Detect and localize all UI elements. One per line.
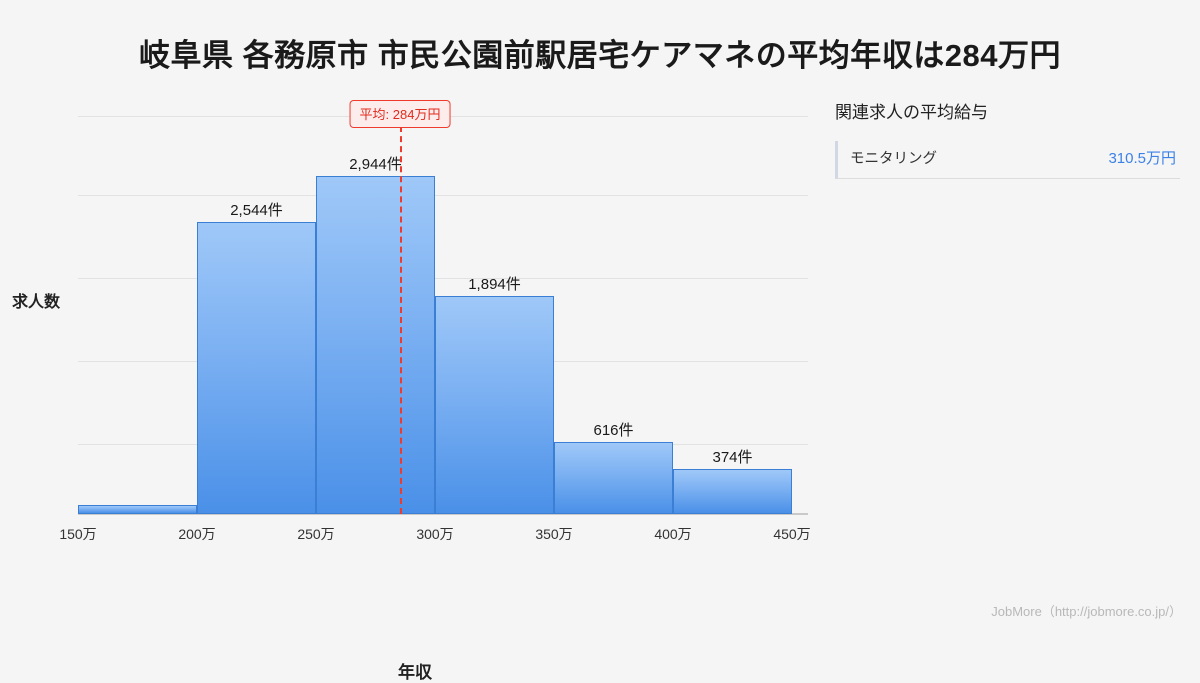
x-tick-450: 450万 (773, 526, 811, 542)
bar-400-450[interactable] (673, 469, 792, 514)
x-axis-title: 年収 (398, 663, 432, 682)
x-tick-350: 350万 (535, 526, 573, 542)
related-salary-title: 関連求人の平均給与 (835, 103, 988, 122)
bar-label-250-300: 2,944件 (349, 156, 402, 173)
x-tick-250: 250万 (297, 526, 335, 542)
page-title: 岐阜県 各務原市 市民公園前駅居宅ケアマネの平均年収は284万円 (139, 38, 1061, 73)
bar-label-350-400: 616件 (593, 422, 634, 439)
bar-350-400[interactable] (554, 442, 673, 514)
related-salary-value: 310.5万円 (1108, 150, 1176, 167)
bar-300-350[interactable] (435, 296, 554, 514)
related-salary-panel: 関連求人の平均給与 モニタリング 310.5万円 (835, 98, 1180, 179)
plot-area: 2,544件 2,944件 1,894件 616件 374件 平均: 284万円… (59, 100, 811, 542)
x-tick-300: 300万 (416, 526, 454, 542)
infographic-page: 岐阜県 各務原市 市民公園前駅居宅ケアマネの平均年収は284万円 求人数 2,5… (0, 38, 1182, 682)
bar-200-250[interactable] (197, 222, 316, 514)
y-axis-title: 求人数 (12, 294, 61, 311)
bar-label-300-350: 1,894件 (468, 276, 521, 293)
average-badge: 平均: 284万円 (349, 100, 451, 128)
bar-150-200[interactable] (78, 505, 197, 514)
bar-label-400-450: 374件 (712, 449, 753, 466)
x-tick-200: 200万 (178, 526, 216, 542)
average-line (400, 116, 402, 514)
x-axis-line (78, 513, 808, 515)
related-salary-name: モニタリング (850, 151, 937, 167)
x-tick-150: 150万 (59, 526, 97, 542)
bar-250-300[interactable] (316, 176, 435, 514)
related-salary-row[interactable]: モニタリング 310.5万円 (835, 141, 1180, 179)
x-tick-400: 400万 (654, 526, 692, 542)
gridline (78, 278, 808, 279)
histogram-chart: 求人数 2,544件 2,944件 1,894件 616件 374件 平 (0, 88, 830, 682)
footer-credit: JobMore（http://jobmore.co.jp/） (991, 604, 1182, 619)
gridline (78, 195, 808, 196)
bar-label-200-250: 2,544件 (230, 202, 283, 219)
